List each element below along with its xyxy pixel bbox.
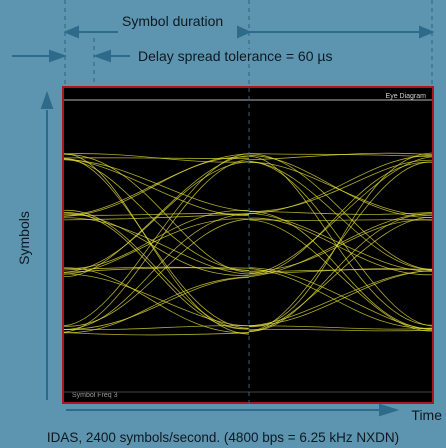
delay-arrowhead-right [93,49,111,63]
symbols-axis-arrowhead [40,91,54,109]
scope-title: Eye Diagram [385,93,426,100]
symbol-duration-label: Symbol duration [122,13,224,29]
time-axis-arrowhead [379,403,400,417]
diagram-caption: IDAS, 2400 symbols/second. (4800 bps = 6… [46,430,400,445]
delay-arrowhead-left [49,49,67,63]
delay-spread-label: Delay spread tolerance = 60 µs [135,49,336,63]
symbols-axis-label: Symbols [16,211,32,265]
scope-footer: Symbol Freq 3 [72,392,118,399]
time-axis-label: Time [411,407,442,423]
eye-diagram-scope: Eye Diagram Symbol Freq 3 [62,86,434,404]
duration-arrowhead-right [419,25,435,39]
duration-arrowhead-left [63,25,79,39]
duration-arrowhead-mid [237,25,252,39]
